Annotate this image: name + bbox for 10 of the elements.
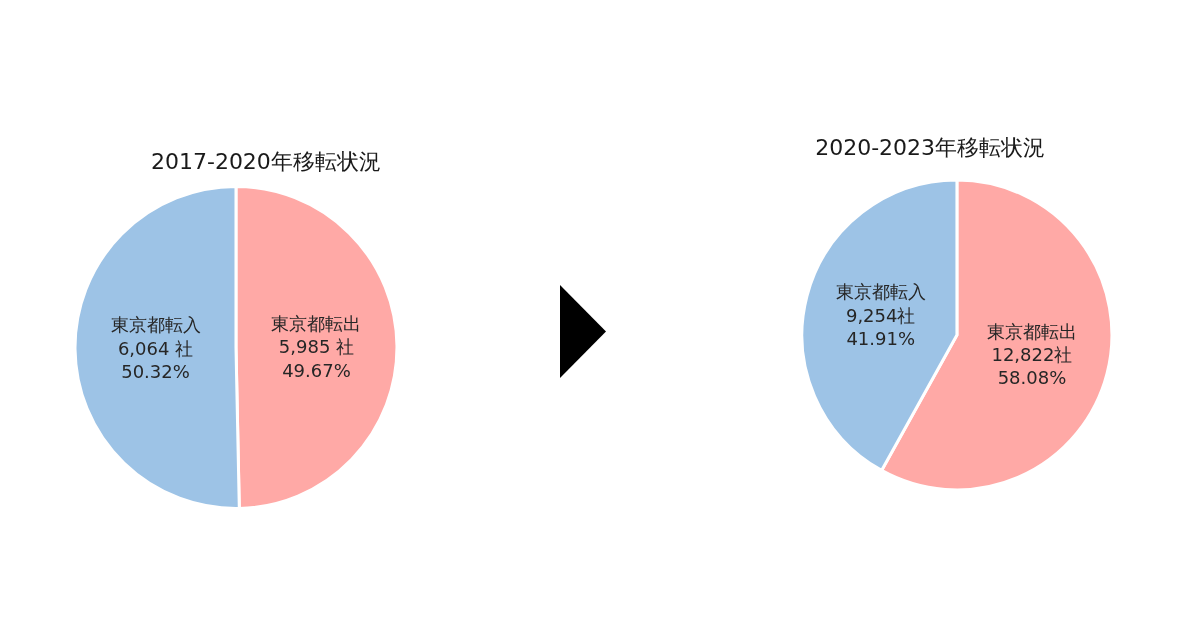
data-label: 5,985 社 49.67%: [278, 336, 355, 381]
slice-label: 東京都転出: [986, 320, 1077, 342]
slice-label: 東京都転入: [835, 281, 926, 303]
slice-label: 東京都転入: [110, 314, 201, 336]
chart-title: 2020-2023年移転状況: [815, 135, 1046, 161]
slice-label: 東京都転出: [271, 312, 362, 334]
data-label: 12,822社 58.08%: [991, 343, 1073, 389]
data-label: 9,254社 41.91%: [845, 304, 916, 350]
chart-title: 2017-2020年移転状況: [150, 149, 381, 175]
data-label: 6,064 社 50.32%: [117, 337, 194, 383]
